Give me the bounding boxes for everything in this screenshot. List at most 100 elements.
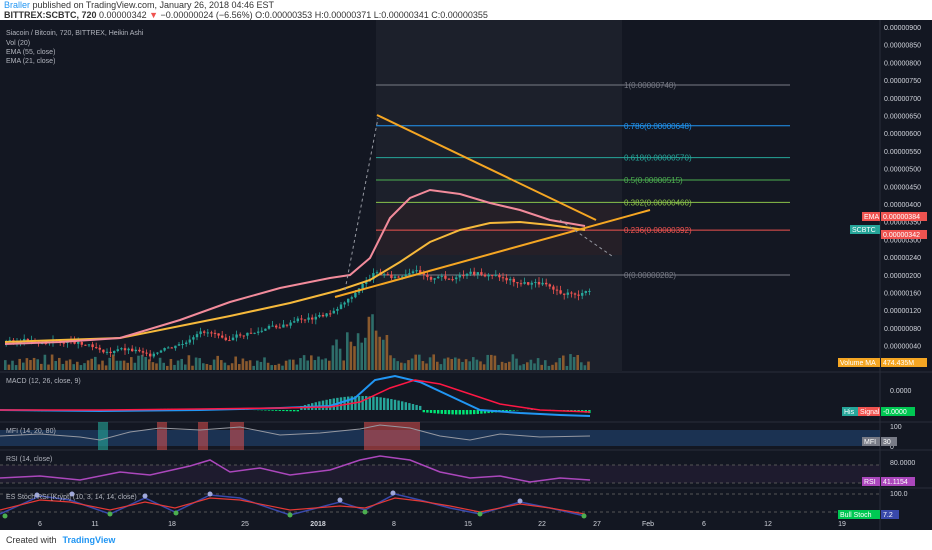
- volume-bar: [227, 365, 230, 370]
- candle-body: [102, 349, 105, 353]
- candle-body: [109, 351, 112, 354]
- candle-body: [260, 330, 263, 332]
- descending-trendline[interactable]: [376, 114, 597, 221]
- volume-bar: [504, 363, 507, 370]
- candle-body: [203, 331, 206, 333]
- candle-body: [332, 310, 335, 314]
- volume-bar: [144, 357, 147, 370]
- price-tick-label: 0.00000450: [884, 184, 921, 191]
- volume-bar: [101, 360, 104, 370]
- ema-value-tag: 0.00000384: [883, 214, 920, 221]
- candle-body: [325, 313, 328, 317]
- time-axis[interactable]: 6 11 18 25 2018 8 15 22 27 Feb 6 12 19: [38, 521, 846, 528]
- candle-body: [433, 278, 436, 280]
- rsi-tag: RSI: [864, 479, 876, 486]
- macd-hist-bar: [455, 410, 458, 415]
- price-tick-label: 0.00000300: [884, 237, 921, 244]
- volume-bar: [421, 361, 425, 370]
- stoch-label[interactable]: ES Stoch RSI [Krypt] (10, 3, 14, 14, clo…: [6, 494, 137, 501]
- rsi-line: [0, 455, 591, 483]
- macd-hist-bar: [267, 410, 271, 411]
- candle-body: [386, 274, 389, 276]
- price-tick-label: 0.00000200: [884, 273, 921, 280]
- volume-bar: [205, 363, 209, 370]
- candle-body: [163, 348, 166, 351]
- scbtc-value-tag: 0.00000342: [883, 232, 920, 239]
- macd-hist-bar: [458, 410, 461, 415]
- volume-bar: [472, 357, 475, 370]
- volume-bar: [403, 363, 407, 370]
- chart-area[interactable]: 1(0.00000748) 0.786(0.00000648) 0.618(0.00…: [0, 20, 932, 530]
- candle-body: [451, 279, 454, 281]
- fibonacci-retracement[interactable]: 1(0.00000748) 0.786(0.00000648) 0.618(0.00…: [376, 81, 790, 280]
- macd-hist-bar: [437, 410, 440, 414]
- volume-bar: [407, 360, 410, 370]
- stoch-tag: Bull Stoch: [840, 512, 872, 519]
- volume-bar: [148, 359, 151, 370]
- candle-body: [365, 281, 368, 284]
- candle-body: [491, 274, 494, 276]
- volume-bar: [133, 362, 137, 370]
- volume-bar: [533, 363, 536, 370]
- candle-body: [307, 317, 310, 320]
- candle-body: [116, 349, 119, 351]
- volume-bar: [112, 354, 115, 370]
- rsi-label[interactable]: RSI (14, close): [6, 456, 52, 463]
- volume-bar: [446, 357, 450, 370]
- candle-body: [149, 353, 152, 357]
- volume-bar: [68, 359, 72, 370]
- candle-body: [174, 345, 177, 349]
- candle-body: [210, 332, 213, 334]
- volume-bar: [324, 358, 327, 370]
- price-tick-label: 0.00000350: [884, 220, 921, 227]
- macd-hist-bar: [512, 410, 515, 411]
- volume-bar: [526, 362, 529, 370]
- macd-hist-bar: [271, 410, 274, 411]
- macd-hist-bar: [483, 410, 487, 414]
- candle-body: [401, 276, 404, 278]
- volume-bar: [29, 360, 32, 370]
- ascending-trendline[interactable]: [334, 209, 651, 298]
- candle-body: [80, 342, 83, 345]
- stoch-d-line: [0, 497, 586, 515]
- candle-body: [192, 337, 195, 340]
- macd-hist-bar: [293, 410, 296, 412]
- macd-hist-bar: [426, 410, 429, 413]
- volume-bar: [22, 362, 25, 370]
- volume-bar: [58, 357, 61, 370]
- price-axis[interactable]: 0.00000900 0.00000850 0.00000800 0.00000750…: [884, 25, 921, 368]
- volume-bar: [4, 360, 7, 370]
- candle-body: [397, 276, 400, 278]
- candle-body: [285, 324, 289, 326]
- macd-label[interactable]: MACD (12, 26, close, 9): [6, 378, 81, 385]
- volume-bar: [259, 361, 263, 370]
- ema55-legend[interactable]: EMA (55, close): [6, 49, 55, 56]
- candle-body: [350, 297, 353, 299]
- tradingview-logo[interactable]: TradingView: [62, 535, 116, 545]
- price-tick-label: 0.00000600: [884, 131, 921, 138]
- macd-line: [0, 374, 591, 417]
- volume-bar: [320, 359, 324, 370]
- volume-bar: [198, 358, 201, 370]
- macd-hist-bar: [505, 410, 508, 412]
- candle-body: [447, 278, 451, 280]
- fib-level-label: 0.618(0.00000570): [624, 154, 692, 163]
- volume-bar: [122, 360, 126, 370]
- time-tick-label: Feb: [642, 521, 654, 528]
- volume-bar: [176, 360, 180, 370]
- volume-bar: [500, 361, 504, 370]
- candle-body: [278, 327, 281, 329]
- mfi-label[interactable]: MFI (14, 20, 80): [6, 428, 56, 435]
- ema21-legend[interactable]: EMA (21, close): [6, 58, 55, 65]
- volume-bar: [580, 362, 583, 370]
- volume-bar: [50, 354, 54, 370]
- price-tick-label: 0.00000700: [884, 96, 921, 103]
- author-link[interactable]: Braller: [4, 0, 31, 10]
- time-tick-label: 19: [838, 521, 846, 528]
- mfi-line: [0, 424, 591, 441]
- scbtc-tag: SCBTC: [852, 227, 876, 234]
- vol-legend[interactable]: Vol (20): [6, 40, 30, 47]
- candle-body: [26, 338, 29, 342]
- volume-bar: [230, 363, 234, 370]
- volume-bar: [583, 365, 587, 370]
